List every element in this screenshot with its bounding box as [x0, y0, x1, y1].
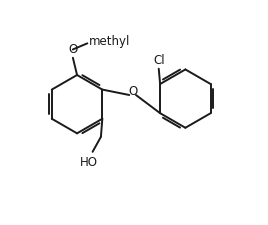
Text: Cl: Cl [153, 54, 165, 67]
Text: HO: HO [80, 156, 98, 169]
Text: O: O [128, 85, 137, 98]
Text: O: O [68, 43, 77, 56]
Text: methyl: methyl [88, 36, 130, 48]
